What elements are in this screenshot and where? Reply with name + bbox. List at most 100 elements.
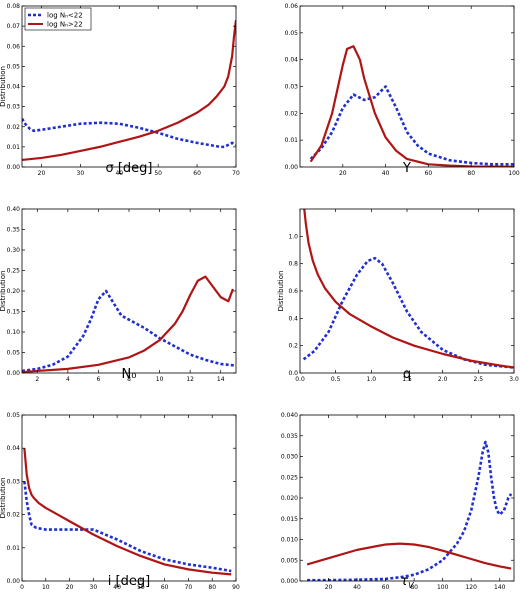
y-tick-label: 0.015 — [281, 516, 298, 523]
y-tick-label: 0.02 — [7, 512, 21, 519]
x-tick-label: 20 — [339, 170, 347, 177]
y-tick-label: 0.010 — [281, 537, 298, 544]
series-line-high-nh — [306, 542, 512, 570]
x-tick-label: 60 — [382, 584, 390, 591]
y-tick-label: 0.8 — [288, 261, 298, 268]
x-tick-label: 40 — [382, 170, 390, 177]
x-tick-label: 50 — [137, 584, 145, 591]
x-axis-label: N₀ — [122, 367, 137, 382]
panel-4: 0.0 0.5 1.0 1.5 2.0 2.5 3.0 0.0 0.2 0.4 0.6 0.8 1.0 D… — [277, 208, 519, 383]
y-tick-label: 0.30 — [7, 247, 21, 254]
y-tick-label: 0.005 — [281, 557, 298, 564]
x-tick-label: 12 — [186, 376, 194, 383]
x-tick-label: 30 — [90, 584, 98, 591]
series-line-high-nh — [23, 448, 232, 576]
x-tick-label: 80 — [410, 584, 418, 591]
y-tick-label: 0.040 — [281, 412, 298, 419]
y-tick-label: 0.02 — [285, 110, 299, 117]
x-tick-label: 0.5 — [331, 376, 341, 383]
plot-frame — [299, 208, 515, 374]
y-tick-label: 0.020 — [281, 495, 298, 502]
y-tick-label: 0.00 — [285, 164, 299, 171]
x-tick-label: 1.0 — [367, 376, 377, 383]
y-tick-label: 0.00 — [7, 578, 21, 585]
x-tick-label: 100 — [508, 170, 520, 177]
series-line-low-nh — [22, 117, 236, 149]
x-tick-label: 50 — [154, 170, 162, 177]
x-tick-label: 120 — [465, 584, 477, 591]
y-axis-label: Distribution — [0, 66, 7, 107]
x-tick-label: 70 — [232, 170, 240, 177]
x-tick-label: 60 — [425, 170, 433, 177]
series-line-high-nh — [303, 209, 514, 369]
x-tick-label: 4 — [66, 376, 70, 383]
x-axis-label: i [deg] — [108, 574, 150, 589]
legend-entry: log Nₙ<22 — [47, 12, 83, 20]
x-tick-label: 60 — [161, 584, 169, 591]
y-tick-label: 0.03 — [285, 84, 299, 91]
plot-frame — [21, 414, 237, 582]
x-tick-label: 70 — [185, 584, 193, 591]
y-tick-label: 0.05 — [285, 30, 299, 37]
y-tick-label: 0.15 — [7, 309, 21, 316]
plot-frame — [299, 5, 515, 168]
y-tick-label: 0.00 — [7, 164, 21, 171]
y-tick-label: 0.05 — [7, 412, 21, 419]
x-axis-label: Y — [402, 161, 411, 176]
x-tick-label: 1.5 — [402, 376, 412, 383]
y-axis-label: Distribution — [0, 271, 7, 312]
series-line-low-nh — [307, 440, 513, 581]
x-tick-label: 10 — [156, 376, 164, 383]
y-tick-label: 0.05 — [7, 350, 21, 357]
x-tick-label: 0 — [20, 584, 24, 591]
y-tick-label: 0.0 — [288, 370, 298, 377]
series-line-low-nh — [309, 85, 514, 166]
x-tick-label: 40 — [115, 170, 123, 177]
y-tick-label: 0.06 — [7, 43, 21, 50]
y-tick-label: 0.01 — [285, 137, 299, 144]
x-tick-label: 100 — [437, 584, 449, 591]
x-tick-label: 80 — [467, 170, 475, 177]
y-tick-label: 1.0 — [288, 233, 298, 240]
x-tick-label: 140 — [494, 584, 506, 591]
y-tick-label: 0.03 — [7, 104, 21, 111]
plot-frame — [21, 208, 237, 374]
y-tick-label: 0.030 — [281, 454, 298, 461]
panel-5: 0 10 20 30 40 50 60 70 80 90 0.00 0.01 0.02 0.03 0.04 0… — [0, 412, 240, 591]
y-tick-label: 0.10 — [7, 329, 21, 336]
x-tick-label: 8 — [127, 376, 131, 383]
y-tick-label: 0.35 — [7, 227, 21, 234]
x-tick-label: 30 — [77, 170, 85, 177]
x-tick-label: 20 — [38, 170, 46, 177]
y-tick-label: 0.03 — [7, 478, 21, 485]
x-tick-label: 20 — [66, 584, 74, 591]
y-tick-label: 0.2 — [288, 343, 298, 350]
y-tick-label: 0.00 — [7, 370, 21, 377]
y-tick-label: 0.035 — [281, 433, 298, 440]
series-line-high-nh — [22, 19, 236, 162]
x-tick-label: 0.0 — [295, 376, 305, 383]
x-tick-label: 14 — [217, 376, 225, 383]
series-line-high-nh — [309, 45, 514, 167]
x-tick-label: 40 — [113, 584, 121, 591]
y-tick-label: 0.04 — [7, 84, 21, 91]
x-tick-label: 6 — [97, 376, 101, 383]
panel-1: 20 30 40 50 60 70 0.00 0.01 0.02 0.03 0.04 0.05 0.06… — [0, 3, 240, 177]
y-tick-label: 0.20 — [7, 288, 21, 295]
y-tick-label: 0.02 — [7, 124, 21, 131]
series-line-low-nh — [22, 289, 236, 373]
x-tick-label: 2.5 — [474, 376, 484, 383]
y-tick-label: 0.25 — [7, 268, 21, 275]
y-tick-label: 0.04 — [7, 445, 21, 452]
y-tick-label: 0.05 — [7, 63, 21, 70]
x-tick-label: 60 — [193, 170, 201, 177]
y-tick-label: 0.04 — [285, 57, 299, 64]
panel-3: 2 4 6 8 10 12 14 0.00 0.05 0.10 0.15 0.20 0.25 0.30 0.… — [0, 206, 237, 383]
y-axis-label: Distribution — [0, 478, 7, 519]
y-tick-label: 0.000 — [281, 578, 298, 585]
panel-6: 20 40 60 80 100 120 140 0.000 0.005 0.010 0.015 0.0… — [281, 412, 515, 591]
y-tick-label: 0.40 — [7, 206, 21, 213]
y-tick-label: 0.08 — [7, 3, 21, 10]
